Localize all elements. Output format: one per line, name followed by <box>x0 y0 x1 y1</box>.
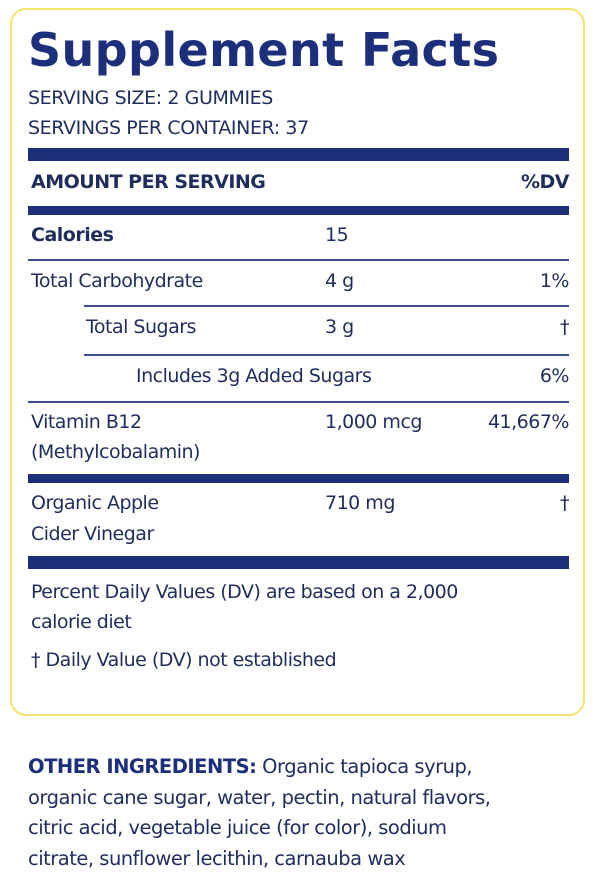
divider-mid <box>28 206 569 215</box>
nutrient-dv: † <box>560 492 570 514</box>
nutrient-row-vitamin-b12: Vitamin B12 (Methylcobalamin) 1,000 mcg … <box>28 403 570 474</box>
ingredients-text: organic cane sugar, water, pectin, natur… <box>28 785 491 809</box>
ingredients-text: Organic tapioca syrup, <box>262 755 473 778</box>
ingredients-text: citric acid, vegetable juice (for color)… <box>28 816 447 839</box>
nutrient-name: Total Carbohydrate <box>31 270 203 292</box>
nutrient-dv: 1% <box>539 270 570 292</box>
nutrient-row-carbohydrate: Total Carbohydrate 4 g 1% <box>28 261 570 305</box>
ingredients-text: citrate, sunflower lecithin, carnauba wa… <box>28 846 406 870</box>
nutrient-name-sub: (Methylcobalamin) <box>31 441 200 463</box>
nutrient-dv: 6% <box>539 365 570 387</box>
nutrient-amount: 1,000 mcg <box>325 411 422 433</box>
nutrient-amount: 710 mg <box>325 492 395 514</box>
divider-thin <box>84 354 569 356</box>
nutrient-row-calories: Calories 15 <box>28 215 569 259</box>
nutrient-row-added-sugars: Includes 3g Added Sugars 6% <box>28 356 570 401</box>
nutrient-name-sub: Cider Vinegar <box>31 523 154 545</box>
nutrient-name: Vitamin B12 <box>31 411 142 433</box>
divider-thick <box>28 556 569 569</box>
other-ingredients-label: OTHER INGREDIENTS: <box>28 755 257 778</box>
divider-thin <box>28 259 569 261</box>
divider-mid <box>28 474 569 483</box>
footnote-dv-basis-cont: calorie diet <box>31 611 132 633</box>
footnote-dv-basis: Percent Daily Values (DV) are based on a… <box>31 581 458 603</box>
nutrient-name: Total Sugars <box>86 316 196 338</box>
nutrient-amount: 15 <box>325 224 349 246</box>
nutrient-dv: † <box>560 316 570 338</box>
nutrient-name: Calories <box>31 224 114 246</box>
servings-per-container: SERVINGS PER CONTAINER: 37 <box>28 117 309 139</box>
nutrient-row-total-sugars: Total Sugars 3 g † <box>28 307 570 354</box>
divider-thin <box>84 305 569 307</box>
nutrient-name: Organic Apple <box>31 492 159 514</box>
amount-per-serving-label: AMOUNT PER SERVING <box>31 171 266 193</box>
nutrient-name: Includes 3g Added Sugars <box>136 365 372 387</box>
panel-title: Supplement Facts <box>28 23 500 77</box>
nutrient-amount: 3 g <box>325 316 354 338</box>
divider-thick <box>28 148 569 161</box>
nutrient-amount: 4 g <box>325 270 354 292</box>
divider-thin <box>28 401 569 403</box>
serving-size: SERVING SIZE: 2 GUMMIES <box>28 87 273 109</box>
nutrient-row-apple-cider-vinegar: Organic Apple Cider Vinegar 710 mg † <box>28 483 570 556</box>
amount-header-row: AMOUNT PER SERVING %DV <box>28 161 570 206</box>
other-ingredients: OTHER INGREDIENTS: Organic tapioca syrup… <box>28 752 568 874</box>
nutrient-dv: 41,667% <box>487 411 570 433</box>
footnote-dagger: † Daily Value (DV) not established <box>31 649 337 671</box>
dv-header-label: %DV <box>520 171 570 193</box>
supplement-facts-panel: Supplement Facts SERVING SIZE: 2 GUMMIES… <box>10 8 585 716</box>
